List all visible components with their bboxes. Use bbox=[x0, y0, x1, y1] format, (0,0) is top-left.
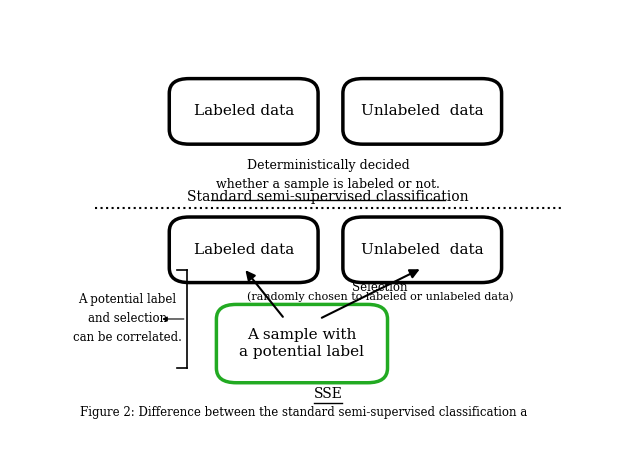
Text: Figure 2: Difference between the standard semi-supervised classification a: Figure 2: Difference between the standar… bbox=[80, 406, 527, 419]
FancyBboxPatch shape bbox=[343, 79, 502, 144]
Text: Standard semi-supervised classification: Standard semi-supervised classification bbox=[187, 190, 469, 204]
FancyBboxPatch shape bbox=[169, 79, 318, 144]
Text: SSE: SSE bbox=[314, 387, 342, 401]
Text: Selection: Selection bbox=[353, 281, 408, 294]
Text: Labeled data: Labeled data bbox=[193, 105, 294, 118]
Text: A potential label
and selection
can be correlated.: A potential label and selection can be c… bbox=[73, 293, 182, 344]
FancyBboxPatch shape bbox=[169, 217, 318, 282]
Text: Labeled data: Labeled data bbox=[193, 243, 294, 257]
FancyBboxPatch shape bbox=[216, 305, 388, 383]
Text: Unlabeled  data: Unlabeled data bbox=[361, 105, 484, 118]
Text: Deterministically decided
whether a sample is labeled or not.: Deterministically decided whether a samp… bbox=[216, 159, 440, 191]
Text: Unlabeled  data: Unlabeled data bbox=[361, 243, 484, 257]
Text: (randomly chosen to labeled or unlabeled data): (randomly chosen to labeled or unlabeled… bbox=[247, 292, 513, 302]
FancyBboxPatch shape bbox=[343, 217, 502, 282]
Text: A sample with
a potential label: A sample with a potential label bbox=[239, 328, 364, 359]
